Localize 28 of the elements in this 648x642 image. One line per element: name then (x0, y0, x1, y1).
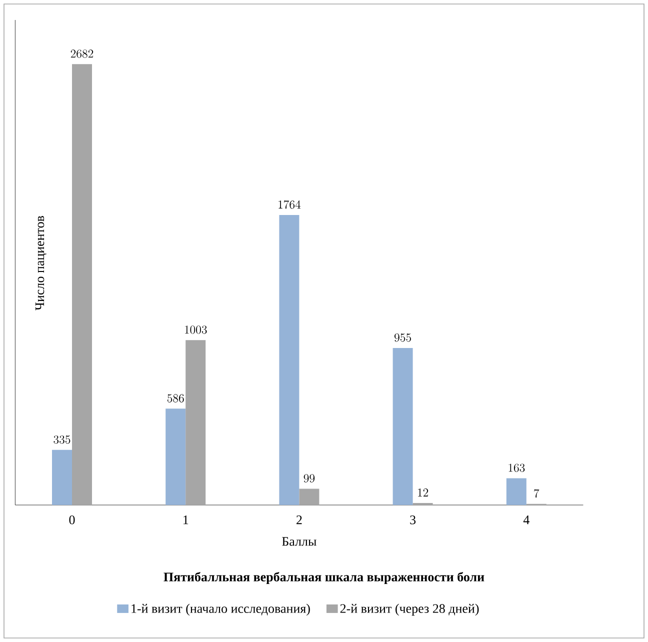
data-label: 335 (54, 435, 70, 444)
data-label: 1764 (278, 200, 301, 209)
bar (166, 408, 186, 505)
data-label: 1003 (184, 326, 207, 334)
bar (52, 450, 72, 505)
bar (72, 64, 92, 505)
x-tick-label: 3 (410, 516, 416, 524)
data-label: 99 (304, 474, 315, 482)
data-label: 7 (534, 489, 540, 498)
legend-label: 1-й визит (начало исследования) (132, 604, 310, 616)
x-tick-label: 4 (523, 516, 530, 524)
data-label: 12 (418, 488, 428, 496)
x-axis-title: Баллы (282, 537, 316, 546)
data-label: 2682 (70, 50, 94, 58)
bar (186, 340, 206, 505)
bar (506, 478, 526, 505)
bar (299, 488, 320, 505)
x-tick-label: 1 (183, 516, 188, 524)
legend-title: Пятибалльная вербальная шкала выраженности боли (164, 572, 484, 584)
data-label: 955 (394, 334, 411, 342)
data-label: 586 (167, 394, 184, 402)
x-tick-label: 2 (296, 516, 302, 524)
bar (279, 215, 300, 505)
legend-label: 2-й визит (через 28 дней) (340, 604, 479, 616)
y-axis-title: Число пациентов (35, 216, 47, 310)
data-label: 163 (508, 464, 525, 472)
x-tick-label: 0 (69, 516, 75, 524)
bar (392, 348, 413, 505)
